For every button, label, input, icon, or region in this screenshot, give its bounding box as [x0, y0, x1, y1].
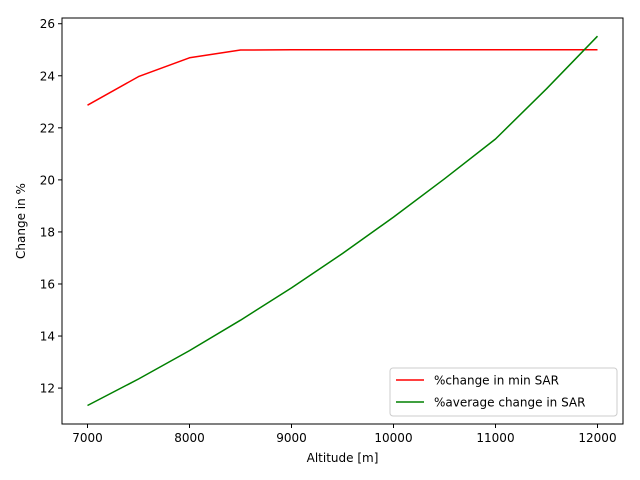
x-axis-label: Altitude [m]: [307, 451, 379, 465]
y-tick-label: 14: [40, 330, 55, 344]
y-tick-label: 26: [40, 17, 55, 31]
series-line-2: [87, 35, 599, 407]
legend-box: [389, 367, 618, 417]
x-axis-ticks: 7000 8000 9000 10000 11000 12000: [72, 424, 617, 445]
x-tick-label: 10000: [374, 431, 412, 445]
legend: %change in min SAR %average change in SAR: [389, 367, 618, 417]
series-line-1: [87, 49, 598, 106]
legend-label-2: %average change in SAR: [434, 396, 585, 410]
y-axis-label: Change in %: [14, 183, 28, 259]
plot-frame: [61, 17, 624, 425]
y-tick-label: 22: [40, 121, 55, 135]
x-tick-label: 8000: [174, 431, 205, 445]
x-tick-label: 7000: [72, 431, 103, 445]
x-tick-label: 11000: [476, 431, 514, 445]
y-tick-label: 24: [40, 69, 55, 83]
y-axis-ticks: 12 14 16 18 20 22 24 26: [40, 17, 62, 396]
x-tick-label: 12000: [578, 431, 616, 445]
y-tick-label: 12: [40, 382, 55, 396]
legend-label-1: %change in min SAR: [434, 374, 559, 388]
y-tick-label: 20: [40, 173, 55, 187]
y-tick-label: 18: [40, 225, 55, 239]
x-tick-label: 9000: [276, 431, 307, 445]
plot-lines: [87, 35, 599, 407]
y-tick-label: 16: [40, 277, 55, 291]
